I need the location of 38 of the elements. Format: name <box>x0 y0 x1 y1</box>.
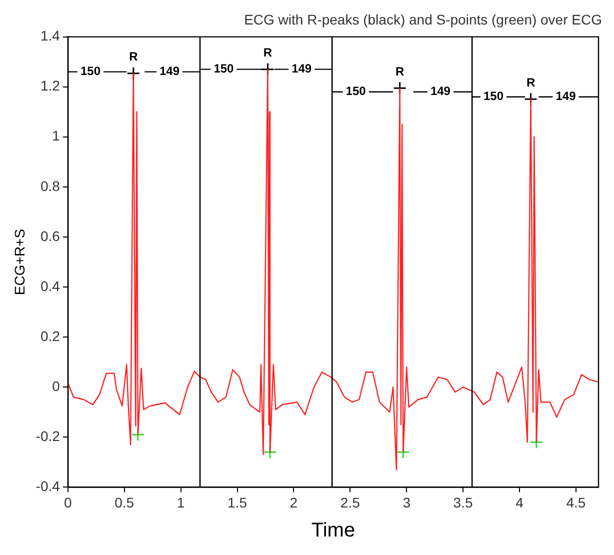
x-axis-title: Time <box>311 520 356 542</box>
x-tick-label: 2 <box>290 494 298 510</box>
annotation: 150 <box>346 84 366 98</box>
y-tick-label: 0.6 <box>40 228 60 244</box>
y-tick-label: 1.2 <box>40 78 60 94</box>
annotation: R <box>526 75 536 90</box>
y-tick-label: 0 <box>52 378 60 394</box>
annotation: 149 <box>160 64 180 78</box>
y-tick-label: 1.4 <box>40 28 60 44</box>
x-tick-label: 3.5 <box>453 494 473 510</box>
x-tick-label: 1 <box>176 494 185 510</box>
point <box>530 435 544 449</box>
point <box>263 445 277 459</box>
annotation: 150 <box>484 89 504 104</box>
y-tick-label: -0.4 <box>36 478 60 494</box>
x-tick-label: 0.5 <box>114 494 134 510</box>
x-tick-label: 1.5 <box>228 494 248 510</box>
y-tick-label: 0.2 <box>40 328 60 344</box>
x-tick-label: 4 <box>516 494 524 510</box>
y-tick-label: 0.4 <box>40 278 60 294</box>
x-tick-label: 3 <box>402 494 411 510</box>
annotation: R <box>395 64 404 78</box>
point <box>131 428 145 442</box>
x-tick-label: 0 <box>64 494 72 510</box>
x-tick-label: 4.5 <box>566 494 586 510</box>
chart-title: ECG with R-peaks (black) and S-points (green) over ECG <box>244 11 602 28</box>
annotation: 150 <box>214 62 234 76</box>
annotation: R <box>129 50 138 64</box>
annotation: 149 <box>292 62 312 76</box>
annotation: 150 <box>80 64 101 78</box>
annotation: R <box>263 46 272 60</box>
annotation: 149 <box>430 84 451 98</box>
y-axis-title: ECG+R+S <box>11 228 28 296</box>
annotation: 149 <box>556 89 576 104</box>
y-tick-label: 1 <box>52 128 60 144</box>
y-tick-label: 0.8 <box>40 178 60 194</box>
y-tick-label: -0.2 <box>36 428 60 444</box>
x-tick-label: 2.5 <box>340 494 360 510</box>
